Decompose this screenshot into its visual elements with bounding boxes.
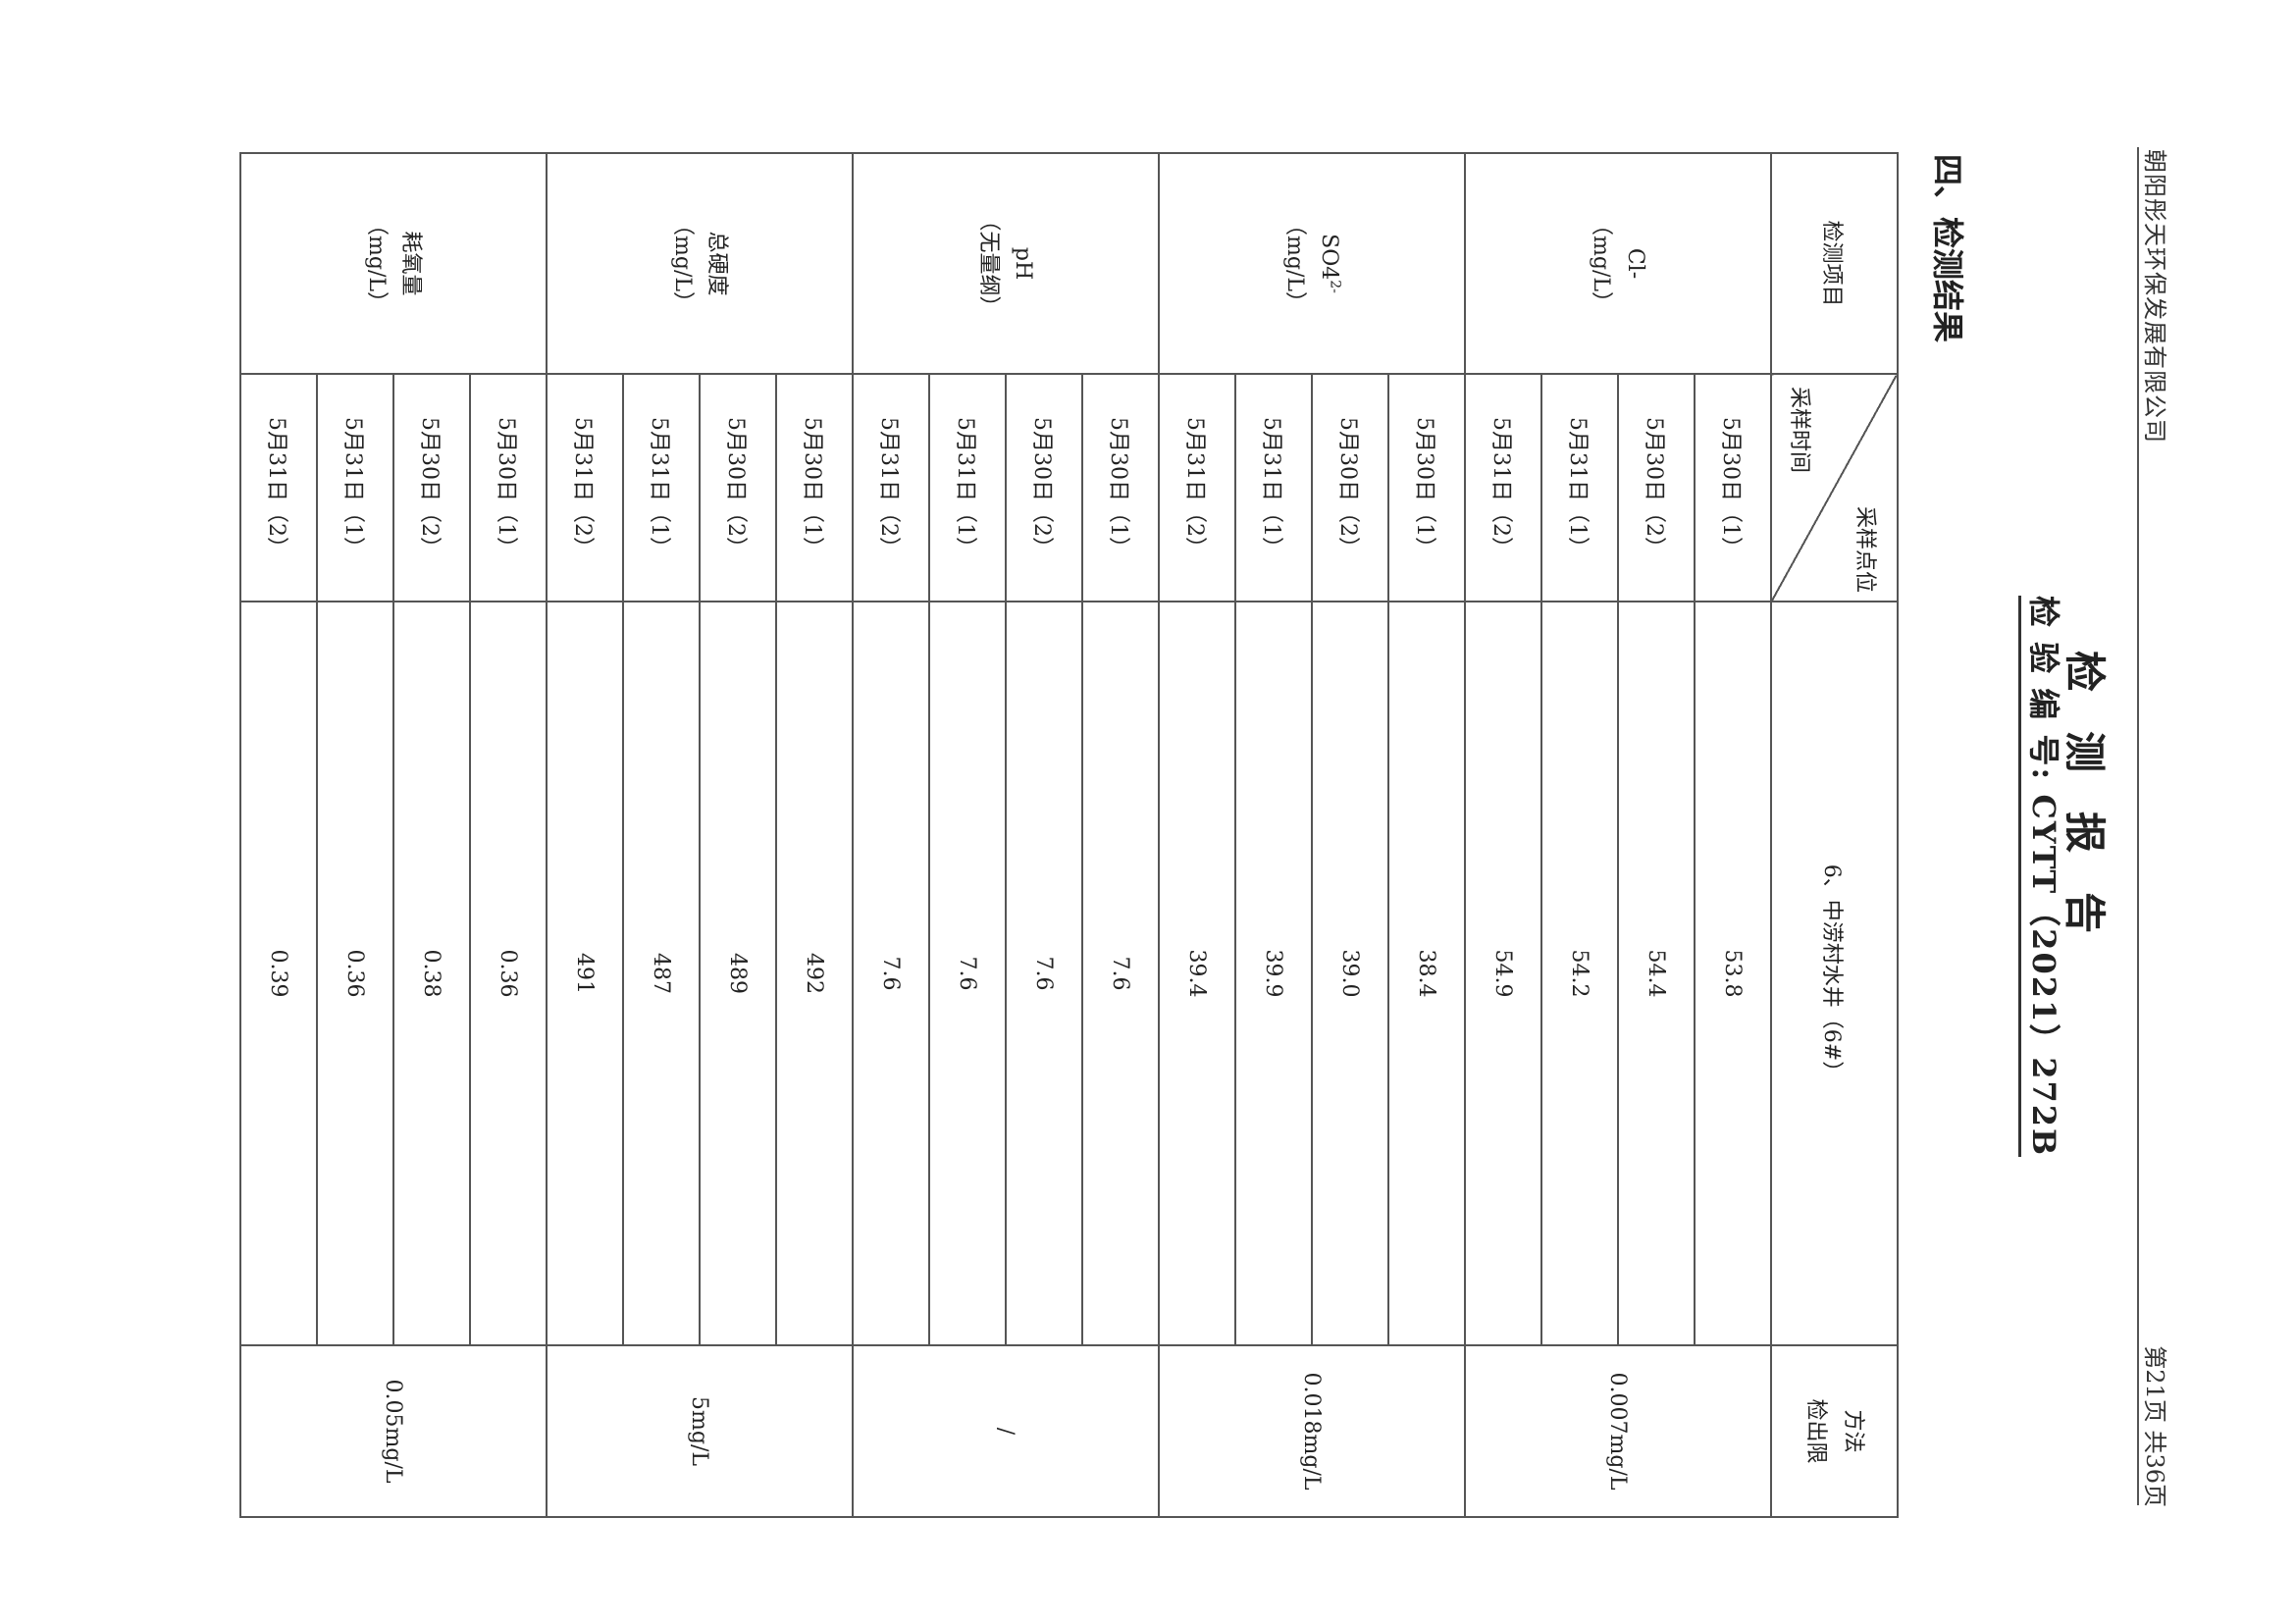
item-cell: pH （无量纲） — [853, 153, 1159, 374]
item-unit: （mg/L） — [1589, 214, 1613, 313]
sampling-time: 5月30日（1） — [1388, 374, 1465, 602]
header-limit: 方法 检出限 — [1771, 1345, 1898, 1517]
report-number: 检 验 编 号: CYTT（2021）272B — [2018, 596, 2068, 1158]
sampling-time: 5月31日（1） — [1541, 374, 1618, 602]
result-value: 39.4 — [1159, 602, 1235, 1345]
sampling-time: 5月31日（2） — [240, 374, 317, 602]
result-value: 0.39 — [240, 602, 317, 1345]
table-row: 总硬度 （mg/L） 5月30日（1） 492 5mg/L — [547, 153, 853, 1517]
item-name: SO4 — [1317, 234, 1342, 281]
result-value: 53.8 — [1695, 602, 1771, 1345]
table-row: Cl- （mg/L） 5月30日（1） 53.8 0.007mg/L — [1465, 153, 1771, 1517]
detection-limit: 0.05mg/L — [240, 1345, 547, 1517]
sampling-time: 5月30日（2） — [700, 374, 776, 602]
item-unit: （无量纲） — [976, 209, 1001, 318]
item-name-sup: 2- — [1327, 280, 1343, 293]
sampling-time: 5月31日（1） — [1235, 374, 1312, 602]
result-value: 0.36 — [470, 602, 547, 1345]
item-name: Cl- — [1623, 247, 1648, 280]
page-number: 第21页 共36页 — [2141, 1345, 2168, 1507]
detection-limit: 0.007mg/L — [1465, 1345, 1771, 1517]
sampling-time: 5月30日（1） — [470, 374, 547, 602]
result-value: 39.0 — [1312, 602, 1388, 1345]
sampling-time: 5月31日（1） — [929, 374, 1006, 602]
sampling-time: 5月31日（2） — [547, 374, 623, 602]
results-table: 检测项目 采样点位 采样时间 6、中涝村水井（6#） 方法 检出限 Cl- （m… — [239, 152, 1899, 1518]
sampling-time: 5月31日（2） — [1159, 374, 1235, 602]
header-limit-line1: 方法 — [1840, 1409, 1865, 1453]
sampling-time: 5月31日（1） — [623, 374, 700, 602]
header-divider — [2137, 147, 2139, 1505]
sampling-time: 5月30日（2） — [1618, 374, 1695, 602]
table-row: pH （无量纲） 5月30日（1） 7.6/ — [853, 153, 1159, 1517]
result-value: 487 — [623, 602, 700, 1345]
header-item: 检测项目 — [1771, 153, 1898, 374]
result-value: 38.4 — [1388, 602, 1465, 1345]
item-cell: SO42- （mg/L） — [1159, 153, 1465, 374]
item-name: pH — [1011, 246, 1036, 281]
result-value: 54.9 — [1465, 602, 1541, 1345]
sampling-time: 5月31日（2） — [853, 374, 929, 602]
sampling-time: 5月31日（2） — [1465, 374, 1541, 602]
result-value: 492 — [776, 602, 853, 1345]
result-value: 7.6 — [1006, 602, 1082, 1345]
item-cell: Cl- （mg/L） — [1465, 153, 1771, 374]
company-name: 朝阳彤天环保发展有限公司 — [2141, 149, 2168, 444]
result-value: 7.6 — [853, 602, 929, 1345]
result-value: 39.9 — [1235, 602, 1312, 1345]
sampling-time: 5月30日（2） — [1006, 374, 1082, 602]
item-unit: （mg/L） — [670, 214, 695, 313]
result-value: 0.36 — [317, 602, 393, 1345]
item-cell: 总硬度 （mg/L） — [547, 153, 853, 374]
sampling-time: 5月30日（2） — [393, 374, 470, 602]
result-value: 7.6 — [1082, 602, 1159, 1345]
detection-limit: 5mg/L — [547, 1345, 853, 1517]
sampling-time: 5月30日（1） — [1695, 374, 1771, 602]
detection-limit: 0.018mg/L — [1159, 1345, 1465, 1517]
header-location: 6、中涝村水井（6#） — [1771, 602, 1898, 1345]
section-title: 四、检测结果 — [1929, 154, 1966, 343]
item-cell: 耗氧量 （mg/L） — [240, 153, 547, 374]
result-value: 489 — [700, 602, 776, 1345]
result-value: 491 — [547, 602, 623, 1345]
sampling-time: 5月31日（1） — [317, 374, 393, 602]
header-time-label: 采样时间 — [1787, 387, 1811, 474]
sampling-time: 5月30日（1） — [1082, 374, 1159, 602]
item-unit: （mg/L） — [1282, 214, 1307, 313]
result-value: 7.6 — [929, 602, 1006, 1345]
sampling-time: 5月30日（1） — [776, 374, 853, 602]
item-name: 耗氧量 — [398, 231, 424, 296]
table-row: SO42- （mg/L） 5月30日（1） 38.4 0.018mg/L — [1159, 153, 1465, 1517]
item-name: 总硬度 — [704, 231, 730, 296]
header-diagonal-cell: 采样点位 采样时间 — [1771, 374, 1898, 602]
result-value: 54.2 — [1541, 602, 1618, 1345]
table-header-row: 检测项目 采样点位 采样时间 6、中涝村水井（6#） 方法 检出限 — [1771, 153, 1898, 1517]
table-row: 耗氧量 （mg/L） 5月30日（1） 0.36 0.05mg/L — [240, 153, 547, 1517]
header-location-label: 采样点位 — [1852, 505, 1877, 593]
header-limit-line2: 检出限 — [1803, 1398, 1829, 1464]
result-value: 0.38 — [393, 602, 470, 1345]
item-unit: （mg/L） — [364, 214, 389, 313]
result-value: 54.4 — [1618, 602, 1695, 1345]
sampling-time: 5月30日（2） — [1312, 374, 1388, 602]
detection-limit: / — [853, 1345, 1159, 1517]
